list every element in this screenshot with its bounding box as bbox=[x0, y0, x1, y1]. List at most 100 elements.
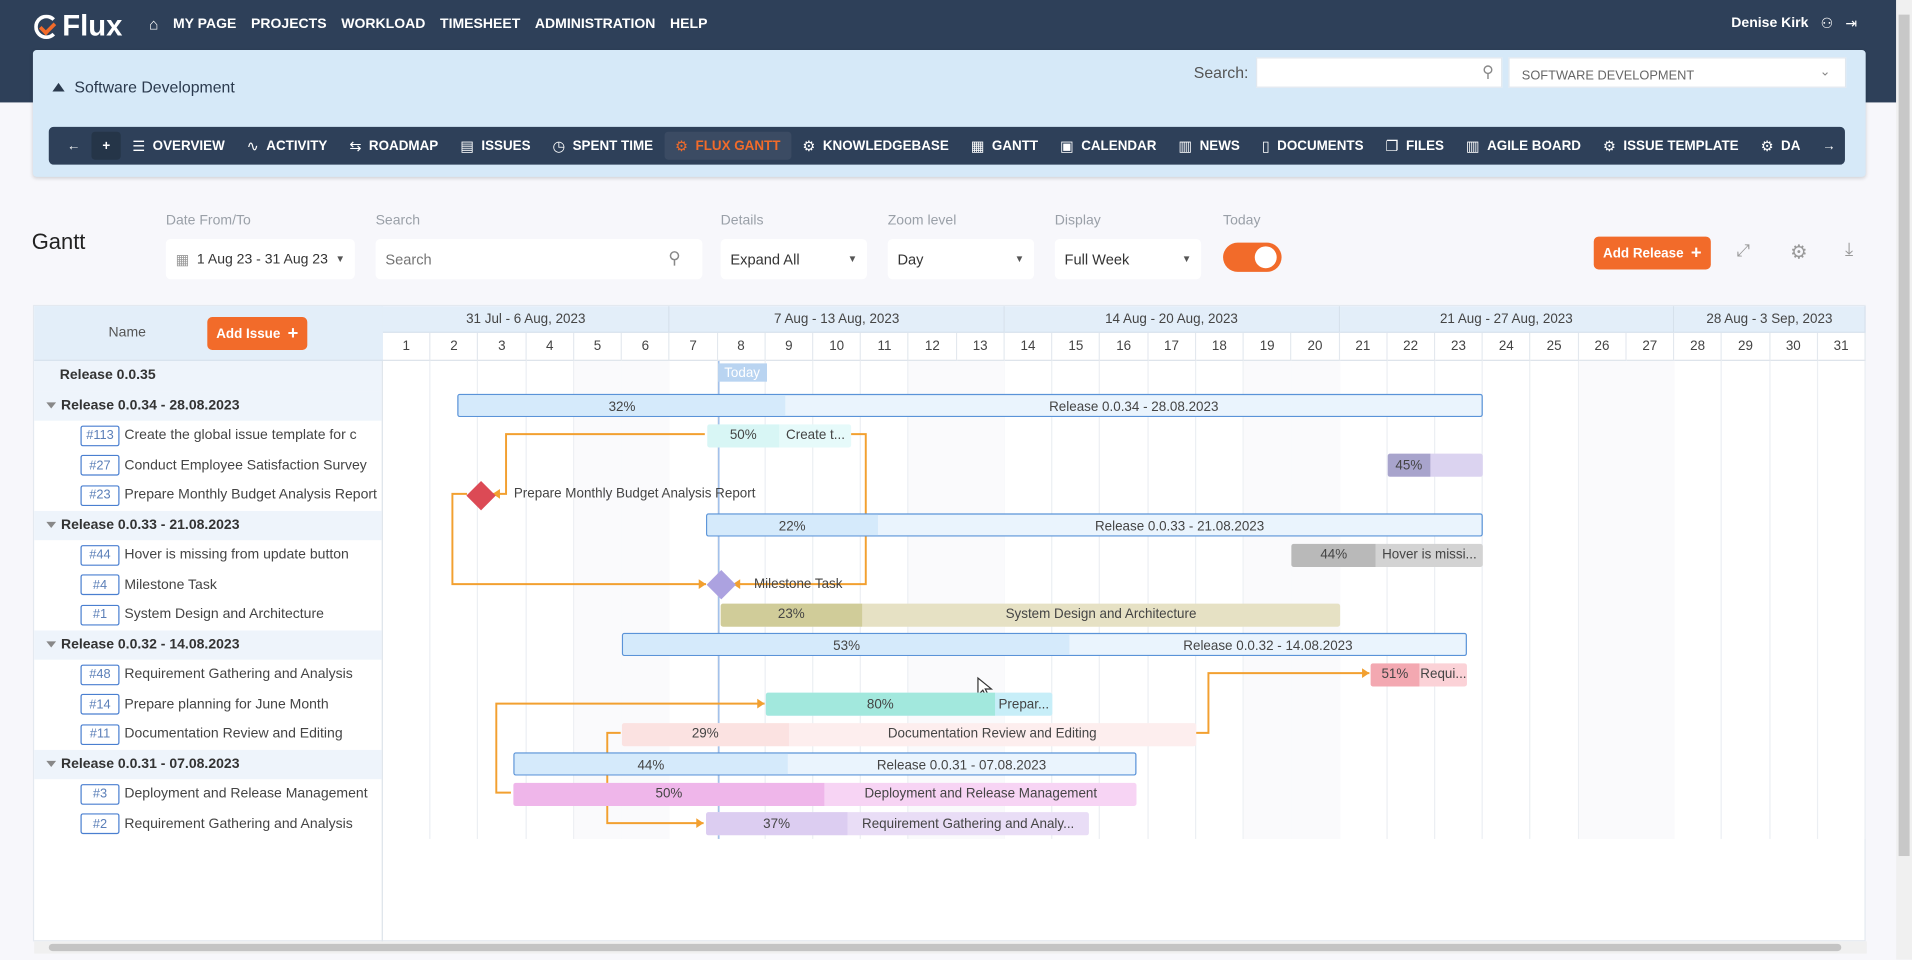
expand-toggle-icon[interactable] bbox=[46, 402, 57, 409]
task-bar[interactable]: 45% bbox=[1387, 453, 1483, 478]
gantt-search-input[interactable] bbox=[375, 239, 703, 280]
issue-row[interactable]: #3 Deployment and Release Management bbox=[34, 779, 382, 809]
display-select[interactable]: Full Week ▼ bbox=[1054, 239, 1202, 280]
issue-id-badge[interactable]: #14 bbox=[80, 694, 120, 715]
task-bar[interactable]: 37% Requirement Gathering and Analy... bbox=[705, 812, 1089, 836]
issue-id-badge[interactable]: #23 bbox=[80, 485, 120, 506]
new-button[interactable]: + bbox=[91, 131, 122, 160]
issue-id-badge[interactable]: #44 bbox=[80, 544, 120, 566]
expand-toggle-icon[interactable] bbox=[46, 761, 57, 768]
add-release-button[interactable]: Add Release + bbox=[1593, 236, 1711, 270]
tab-issue-template[interactable]: ⚙ ISSUE TEMPLATE bbox=[1592, 132, 1750, 160]
issue-id-badge[interactable]: #113 bbox=[80, 425, 120, 446]
release-row[interactable]: Release 0.0.33 - 21.08.2023 bbox=[34, 510, 382, 541]
issue-id-badge[interactable]: #2 bbox=[80, 813, 120, 835]
issue-row[interactable]: #2 Requirement Gathering and Analysis bbox=[34, 809, 382, 839]
tab-flux-gantt[interactable]: ⚙ FLUX GANTT bbox=[664, 131, 792, 160]
tab-news[interactable]: ▥ NEWS bbox=[1167, 132, 1250, 160]
issue-row[interactable]: #27 Conduct Employee Satisfaction Survey bbox=[34, 451, 382, 481]
tab-activity[interactable]: ∿ ACTIVITY bbox=[236, 132, 339, 160]
release-row[interactable]: Release 0.0.32 - 14.08.2023 bbox=[34, 629, 382, 660]
details-select[interactable]: Expand All ▼ bbox=[720, 239, 867, 280]
tab-knowledgebase[interactable]: ⚙ KNOWLEDGEBASE bbox=[791, 132, 959, 160]
issue-row[interactable]: #11 Documentation Review and Editing bbox=[34, 719, 382, 749]
settings-gear-icon[interactable]: ⚙ bbox=[1790, 242, 1808, 264]
fullscreen-icon[interactable]: ⤢ bbox=[1736, 240, 1751, 260]
date-range-picker[interactable]: ▦ 1 Aug 23 - 31 Aug 23 ▼ bbox=[165, 239, 355, 280]
scrollbar-thumb[interactable] bbox=[1898, 14, 1910, 857]
release-bar[interactable]: 22% Release 0.0.33 - 21.08.2023 bbox=[705, 513, 1483, 537]
milestone-diamond[interactable] bbox=[706, 570, 736, 600]
home-icon[interactable]: ⌂ bbox=[148, 14, 159, 33]
issue-id-badge[interactable]: #4 bbox=[80, 574, 120, 596]
tab-overview[interactable]: ☰ OVERVIEW bbox=[121, 132, 235, 160]
scroll-left-button[interactable]: ← bbox=[67, 138, 81, 154]
issue-id-badge[interactable]: #27 bbox=[80, 455, 120, 476]
tab-files[interactable]: ❐ FILES bbox=[1375, 132, 1455, 160]
release-row[interactable]: Release 0.0.31 - 07.08.2023 bbox=[34, 749, 382, 780]
day-header: 26 bbox=[1578, 332, 1627, 361]
issue-id-badge[interactable]: #1 bbox=[80, 604, 120, 626]
issue-name: Prepare planning for June Month bbox=[124, 697, 329, 712]
issue-row[interactable]: #1 System Design and Architecture bbox=[34, 600, 382, 630]
release-bar[interactable]: 53% Release 0.0.32 - 14.08.2023 bbox=[622, 633, 1468, 657]
issue-row[interactable]: #14 Prepare planning for June Month bbox=[34, 690, 382, 720]
expand-toggle-icon[interactable] bbox=[46, 522, 57, 529]
user-name[interactable]: Denise Kirk bbox=[1731, 15, 1809, 31]
download-icon[interactable]: ⤓ bbox=[1844, 239, 1854, 260]
topnav-workload[interactable]: WORKLOAD bbox=[341, 16, 426, 32]
release-name: Release 0.0.34 - 28.08.2023 bbox=[60, 398, 240, 414]
tab-documents[interactable]: ▯ DOCUMENTS bbox=[1251, 132, 1375, 160]
user-icon[interactable]: ⚇ bbox=[1820, 17, 1834, 32]
project-search-input[interactable]: ⚲ bbox=[1255, 57, 1503, 88]
topnav-administration[interactable]: ADMINISTRATION bbox=[534, 16, 656, 32]
task-bar[interactable]: 44% Hover is missi... bbox=[1291, 543, 1483, 567]
task-bar[interactable]: 29% Documentation Review and Editing bbox=[622, 722, 1197, 746]
task-bar[interactable]: 80% Prepar... bbox=[765, 692, 1053, 717]
scrollbar-thumb[interactable] bbox=[48, 943, 1842, 952]
issue-row[interactable]: #44 Hover is missing from update button bbox=[34, 540, 382, 570]
release-bar[interactable]: 32% Release 0.0.34 - 28.08.2023 bbox=[457, 394, 1484, 418]
issue-row[interactable]: #113 Create the global issue template for… bbox=[34, 421, 382, 451]
name-column-header[interactable]: Name bbox=[108, 325, 146, 341]
milestone-diamond[interactable] bbox=[466, 480, 496, 511]
tab-roadmap[interactable]: ⇆ ROADMAP bbox=[338, 132, 449, 160]
issue-name: Deployment and Release Management bbox=[124, 786, 368, 802]
day-header: 27 bbox=[1626, 332, 1675, 361]
issue-id-badge[interactable]: #11 bbox=[80, 724, 120, 745]
tab-spent-time[interactable]: ◷ SPENT TIME bbox=[542, 132, 665, 160]
tab-issues[interactable]: ▤ ISSUES bbox=[449, 132, 541, 160]
issue-row[interactable]: #48 Requirement Gathering and Analysis bbox=[34, 660, 382, 690]
release-row[interactable]: Release 0.0.35 bbox=[34, 360, 382, 391]
topnav-my-page[interactable]: MY PAGE bbox=[172, 16, 237, 32]
tab-calendar[interactable]: ▣ CALENDAR bbox=[1049, 132, 1167, 160]
issue-row[interactable]: #23 Prepare Monthly Budget Analysis Repor… bbox=[34, 480, 382, 510]
issue-id-badge[interactable]: #3 bbox=[80, 783, 120, 805]
task-bar[interactable]: 50% Create t... bbox=[707, 424, 852, 448]
topnav-projects[interactable]: PROJECTS bbox=[251, 16, 327, 32]
zoom-select[interactable]: Day ▼ bbox=[887, 239, 1035, 280]
horizontal-scrollbar[interactable] bbox=[34, 941, 1867, 954]
release-row[interactable]: Release 0.0.34 - 28.08.2023 bbox=[34, 390, 382, 421]
tab-agile-board[interactable]: ▥ AGILE BOARD bbox=[1455, 132, 1592, 160]
issue-id-badge[interactable]: #48 bbox=[80, 664, 120, 685]
task-bar[interactable]: 23% System Design and Architecture bbox=[720, 603, 1340, 627]
scroll-right-button[interactable]: → bbox=[1822, 138, 1836, 154]
topnav-timesheet[interactable]: TIMESHEET bbox=[440, 16, 521, 32]
issue-row[interactable]: #4 Milestone Task bbox=[34, 570, 382, 600]
logo[interactable]: Flux bbox=[34, 10, 122, 44]
topnav-help[interactable]: HELP bbox=[670, 16, 708, 32]
release-bar[interactable]: 44% Release 0.0.31 - 07.08.2023 bbox=[512, 752, 1137, 776]
project-title[interactable]: Software Development bbox=[52, 78, 235, 96]
task-bar[interactable]: 50% Deployment and Release Management bbox=[512, 782, 1137, 806]
vertical-scrollbar[interactable] bbox=[1896, 0, 1912, 960]
add-issue-button[interactable]: Add Issue + bbox=[207, 317, 308, 350]
task-bar[interactable]: 51% Requi... bbox=[1370, 663, 1468, 687]
logout-icon[interactable]: ⇥ bbox=[1845, 17, 1858, 32]
tab-gantt[interactable]: ▦ GANTT bbox=[960, 132, 1049, 160]
today-toggle[interactable] bbox=[1223, 242, 1282, 272]
expand-toggle-icon[interactable] bbox=[46, 641, 57, 648]
tab-da[interactable]: ⚙ DA bbox=[1750, 132, 1812, 160]
bar-label: System Design and Architecture bbox=[1005, 607, 1197, 623]
project-selector[interactable]: SOFTWARE DEVELOPMENT ⌄ bbox=[1508, 57, 1847, 88]
